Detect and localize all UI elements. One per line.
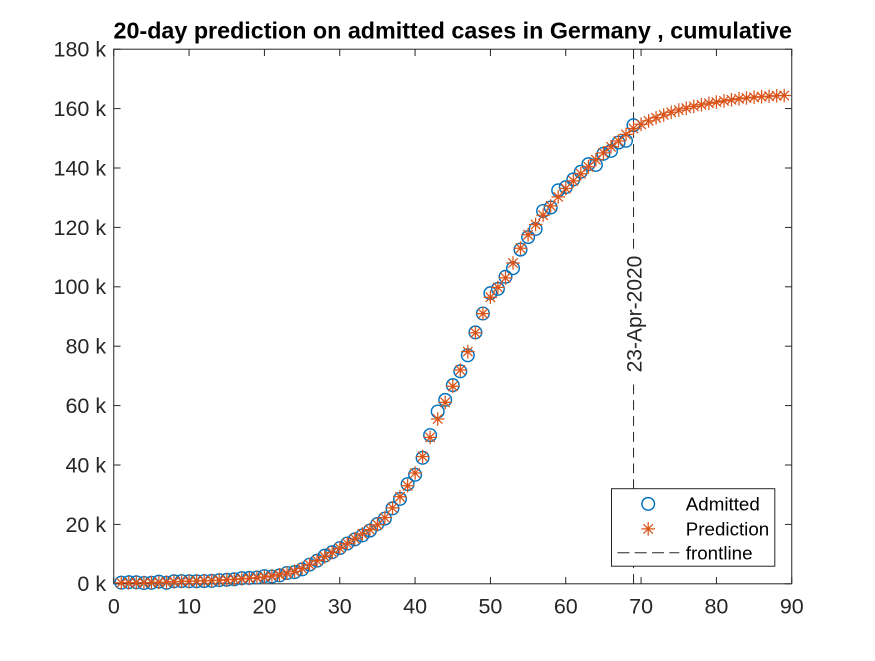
svg-text:100 k: 100 k	[53, 275, 106, 299]
svg-text:70: 70	[629, 594, 653, 618]
svg-text:50: 50	[478, 594, 502, 618]
svg-text:40: 40	[403, 594, 427, 618]
svg-text:30: 30	[328, 594, 352, 618]
svg-text:160 k: 160 k	[53, 97, 106, 121]
svg-text:20: 20	[252, 594, 276, 618]
svg-text:Admitted: Admitted	[686, 494, 760, 515]
svg-text:Prediction: Prediction	[686, 519, 769, 540]
svg-text:10: 10	[177, 594, 201, 618]
svg-text:23-Apr-2020: 23-Apr-2020	[624, 256, 647, 373]
svg-text:0: 0	[108, 594, 120, 618]
svg-text:20 k: 20 k	[65, 513, 106, 537]
svg-text:120 k: 120 k	[53, 216, 106, 240]
svg-text:frontline: frontline	[686, 543, 753, 564]
svg-text:140 k: 140 k	[53, 156, 106, 180]
svg-text:20-day prediction on admitted: 20-day prediction on admitted cases in G…	[114, 18, 792, 44]
svg-text:60: 60	[554, 594, 578, 618]
svg-text:60 k: 60 k	[65, 394, 106, 418]
svg-text:0 k: 0 k	[77, 572, 106, 596]
svg-text:80: 80	[704, 594, 728, 618]
svg-text:40 k: 40 k	[65, 453, 106, 477]
svg-text:80 k: 80 k	[65, 335, 106, 359]
svg-text:90: 90	[780, 594, 804, 618]
svg-text:180 k: 180 k	[53, 38, 106, 62]
